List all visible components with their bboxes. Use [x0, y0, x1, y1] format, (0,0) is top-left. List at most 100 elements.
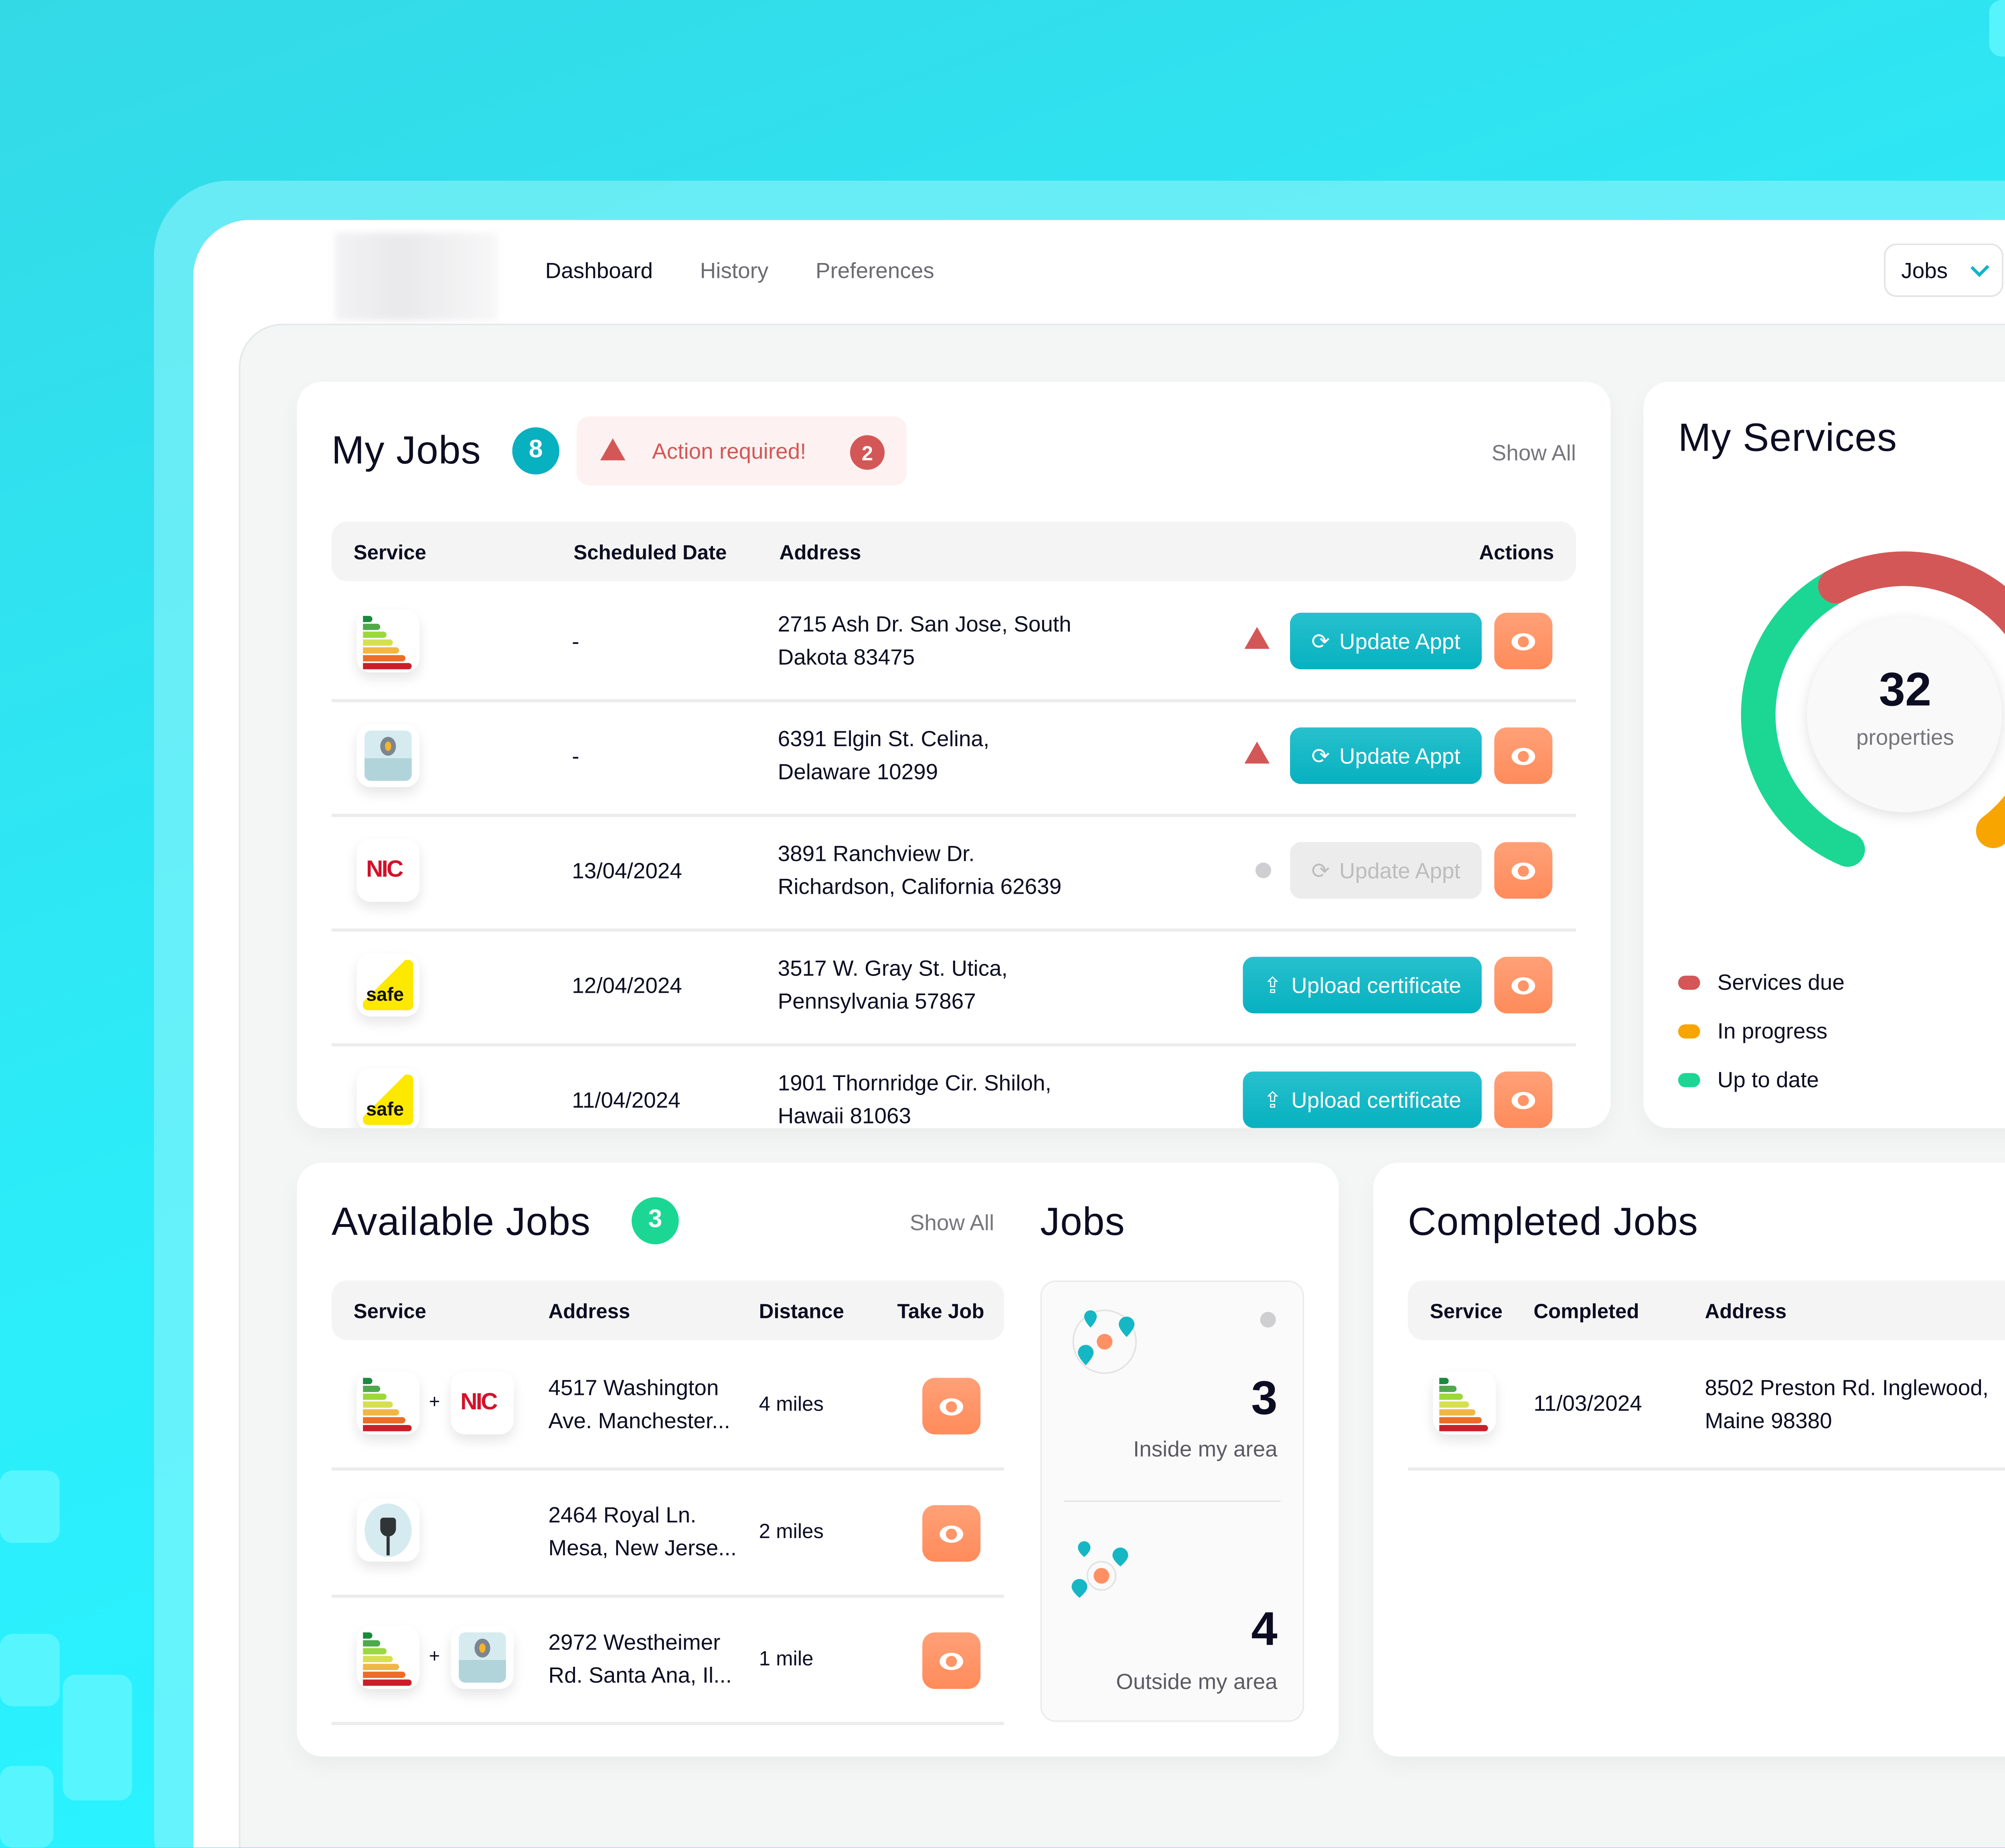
- map-pins-outside-icon: [1071, 1541, 1128, 1598]
- niceic-icon: NIC: [356, 839, 420, 902]
- address: 1901 Thornridge Cir. Shiloh, Hawaii 8106…: [778, 1067, 1051, 1128]
- top-navigation: Dashboard History Preferences Jobs: [193, 220, 2005, 324]
- available-jobs-card: Available Jobs 3 Show All Service Addres…: [297, 1162, 1339, 1757]
- address-line-1: 2715 Ash Dr. San Jose, South: [778, 611, 1071, 636]
- my-jobs-table-header: Service Scheduled Date Address Actions: [331, 521, 1576, 581]
- address-line-1: 4517 Washington: [548, 1374, 719, 1400]
- refresh-icon: ⟳: [1311, 742, 1330, 768]
- completed-jobs-card: Completed Jobs Show All Service Complete…: [1373, 1162, 2005, 1757]
- table-row: + 2972 Westheimer Rd. Santa Ana, Il... 1…: [331, 1598, 1004, 1725]
- address-line-2: Delaware 10299: [778, 759, 938, 784]
- view-button[interactable]: [1494, 613, 1553, 670]
- action-required-label: Action required!: [652, 438, 806, 464]
- eye-icon: [1511, 862, 1535, 879]
- view-button[interactable]: [1494, 1071, 1553, 1128]
- action-required-chip[interactable]: Action required! 2: [577, 416, 907, 486]
- address-line-1: 1901 Thornridge Cir. Shiloh,: [778, 1070, 1051, 1095]
- col-actions: Actions: [1479, 540, 1554, 564]
- legend-swatch: [1678, 976, 1700, 990]
- scheduled-date: -: [572, 628, 579, 654]
- table-row: 11/03/2024 8502 Preston Rd. Inglewood, M…: [1408, 1343, 2005, 1471]
- energy-rating-icon: [356, 1371, 420, 1435]
- donut-total-label: properties: [1856, 724, 1954, 750]
- table-row: safe 11/04/2024 1901 Thornridge Cir. Shi…: [332, 1043, 1576, 1128]
- nav-preferences[interactable]: Preferences: [815, 257, 934, 283]
- completed-jobs-table-header: Service Completed Address Download: [1408, 1280, 2005, 1340]
- services-donut-chart: [1741, 551, 2005, 878]
- info-icon[interactable]: [1260, 1312, 1276, 1328]
- distance: 1 mile: [759, 1646, 814, 1670]
- button-label: Update Appt: [1339, 858, 1460, 883]
- address: 8502 Preston Rd. Inglewood, Maine 98380: [1705, 1372, 1989, 1438]
- available-jobs-title: Available Jobs: [331, 1200, 591, 1245]
- energy-rating-icon: [356, 609, 420, 673]
- energy-rating-icon: [1433, 1371, 1496, 1435]
- address-line-2: Dakota 83475: [778, 644, 915, 670]
- address-line-1: 8502 Preston Rd. Inglewood,: [1705, 1374, 1989, 1400]
- my-services-title: My Services: [1678, 416, 1898, 461]
- my-jobs-card: My Jobs 8 Action required! 2 Show All Se…: [297, 382, 1611, 1128]
- table-row: - 6391 Elgin St. Celina, Delaware 10299 …: [331, 699, 1576, 817]
- button-label: Update Appt: [1339, 628, 1460, 654]
- update-appt-button-disabled: ⟳ Update Appt: [1290, 842, 1482, 899]
- table-row: - 2715 Ash Dr. San Jose, South Dakota 83…: [331, 585, 1576, 702]
- address-line-2: Ave. Manchester...: [548, 1407, 730, 1433]
- button-label: Update Appt: [1339, 743, 1460, 769]
- view-button[interactable]: [1494, 727, 1553, 784]
- upload-certificate-button[interactable]: ⇪ Upload certificate: [1243, 957, 1482, 1014]
- address: 2972 Westheimer Rd. Santa Ana, Il...: [549, 1626, 732, 1692]
- map-pins-inside-icon: [1072, 1309, 1137, 1374]
- update-appt-button[interactable]: ⟳ Update Appt: [1290, 613, 1482, 670]
- view-button[interactable]: [1494, 957, 1553, 1014]
- update-appt-button[interactable]: ⟳ Update Appt: [1290, 727, 1482, 784]
- outside-area-count: 4: [1251, 1604, 1278, 1656]
- context-select[interactable]: Jobs: [1884, 243, 2003, 297]
- action-required-count: 2: [850, 435, 885, 470]
- address: 4517 Washington Ave. Manchester...: [549, 1372, 730, 1438]
- col-service: Service: [353, 540, 426, 564]
- decor-square: [63, 1675, 132, 1801]
- scheduled-date: -: [572, 743, 579, 769]
- decor-square: [0, 1470, 60, 1543]
- refresh-icon: ⟳: [1311, 857, 1330, 883]
- take-job-button[interactable]: [922, 1378, 981, 1435]
- available-jobs-count-badge: 3: [632, 1197, 679, 1245]
- take-job-button[interactable]: [922, 1505, 981, 1562]
- address-line-1: 3517 W. Gray St. Utica,: [778, 955, 1008, 981]
- energy-rating-icon: [356, 1626, 420, 1689]
- take-job-button[interactable]: [922, 1632, 981, 1689]
- info-icon[interactable]: [1255, 862, 1271, 878]
- address: 6391 Elgin St. Celina, Delaware 10299: [778, 723, 990, 789]
- electrical-plug-icon: [356, 1499, 420, 1562]
- view-button[interactable]: [1494, 842, 1553, 899]
- nav-history[interactable]: History: [700, 257, 769, 283]
- plus-icon: +: [429, 1390, 440, 1413]
- available-jobs-show-all[interactable]: Show All: [909, 1210, 994, 1235]
- nav-dashboard[interactable]: Dashboard: [545, 257, 653, 283]
- address-line-2: Hawaii 81063: [778, 1103, 911, 1128]
- jobs-area-panel: 3 Inside my area 4 Outside my area: [1040, 1280, 1304, 1722]
- decor-square: [0, 1634, 60, 1706]
- legend-swatch: [1678, 1073, 1700, 1087]
- address-line-2: Pennsylvania 57867: [778, 988, 976, 1014]
- dashboard-canvas: My Jobs 8 Action required! 2 Show All Se…: [239, 324, 2005, 1848]
- address: 2715 Ash Dr. San Jose, South Dakota 8347…: [778, 608, 1071, 674]
- col-address: Address: [779, 540, 861, 564]
- table-row: 2464 Royal Ln. Mesa, New Jerse... 2 mile…: [331, 1471, 1004, 1598]
- scheduled-date: 13/04/2024: [572, 858, 682, 883]
- upload-certificate-button[interactable]: ⇪ Upload certificate: [1243, 1071, 1482, 1128]
- main-nav: Dashboard History Preferences: [545, 258, 934, 283]
- table-row: safe 12/04/2024 3517 W. Gray St. Utica, …: [331, 929, 1576, 1046]
- decor-square: [1989, 0, 2005, 57]
- legend-label: Services due: [1717, 969, 1845, 995]
- col-address: Address: [548, 1299, 630, 1323]
- eye-icon: [940, 1524, 963, 1542]
- warning-icon: [1244, 741, 1270, 764]
- my-jobs-show-all[interactable]: Show All: [1491, 440, 1576, 465]
- legend-label: Up to date: [1717, 1067, 1819, 1092]
- context-select-value: Jobs: [1901, 257, 1948, 283]
- address-line-2: Richardson, California 62639: [778, 873, 1062, 899]
- inside-area-label: Inside my area: [1133, 1436, 1278, 1461]
- eye-icon: [940, 1652, 963, 1670]
- address-line-1: 2464 Royal Ln.: [548, 1502, 697, 1527]
